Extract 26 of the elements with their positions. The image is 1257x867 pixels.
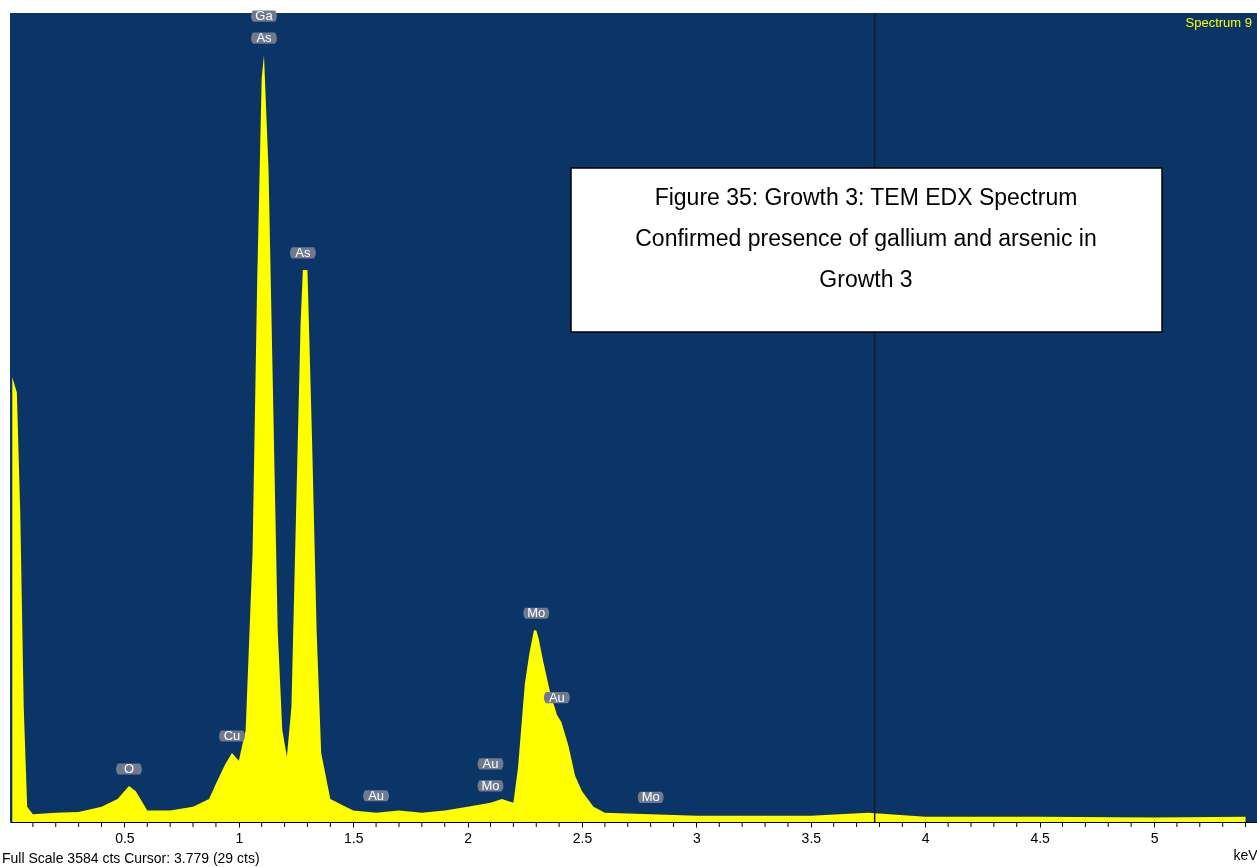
annotation: Ga xyxy=(255,8,274,24)
annotation: Au xyxy=(368,787,385,803)
x-tick-label: 3 xyxy=(693,829,702,846)
annotation: Au xyxy=(548,689,565,705)
annotation: As xyxy=(295,244,311,260)
text: Spectrum 9 xyxy=(1185,15,1252,30)
x-tick-label: 2.5 xyxy=(572,829,593,846)
x-tick-label: 1.5 xyxy=(343,829,364,846)
text: Full Scale 3584 cts Cursor: 3.779 (29 cts) xyxy=(2,850,260,866)
x-axis-title: keV xyxy=(1233,846,1257,863)
text: Confirmed presence of gallium and arsenic in Growth 3 xyxy=(635,225,1097,292)
annotation: Au xyxy=(482,755,499,771)
x-tick-label: 4.5 xyxy=(1030,829,1051,846)
x-tick-label: 5 xyxy=(1150,829,1159,846)
x-tick-label: 2 xyxy=(464,829,473,846)
annotation: O xyxy=(123,760,135,776)
annotation: As xyxy=(256,30,273,46)
x-tick-label: 1 xyxy=(235,829,244,846)
x-tick-label: 4 xyxy=(921,829,930,846)
annotation: Cu xyxy=(223,727,241,743)
x-tick-label: 3.5 xyxy=(801,829,822,846)
annotation: Mo xyxy=(481,777,500,793)
annotation: Mo xyxy=(527,605,546,621)
x-tick-label: 0.5 xyxy=(115,829,135,846)
text: Figure 35: Growth 3: TEM EDX Spectrum xyxy=(654,184,1078,210)
annotation: Mo xyxy=(641,789,660,805)
